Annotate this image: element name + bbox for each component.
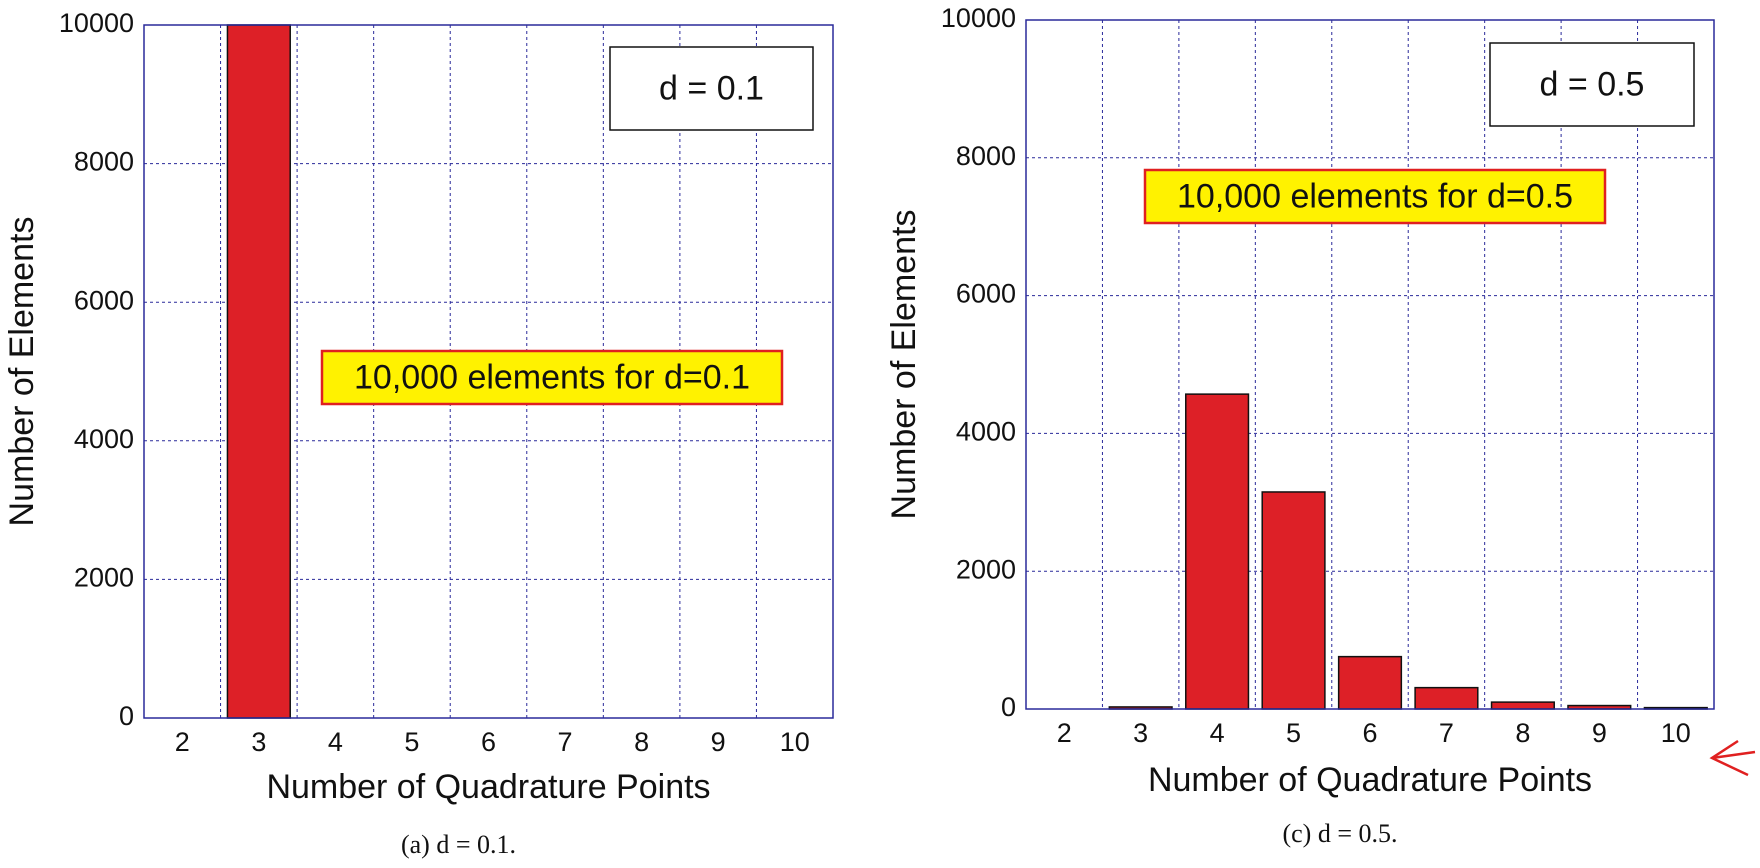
bar <box>1261 491 1326 710</box>
x-tick-label: 9 <box>1592 718 1607 748</box>
x-tick-label: 8 <box>634 727 649 757</box>
arrow <box>1709 739 1756 777</box>
x-tick-label: 3 <box>251 727 266 757</box>
x-tick-label: 5 <box>404 727 419 757</box>
bar <box>226 24 291 719</box>
y-tick-label: 0 <box>119 701 134 731</box>
y-axis-label: Number of Elements <box>3 217 41 527</box>
x-tick-label: 9 <box>711 727 726 757</box>
y-tick-label: 6000 <box>74 285 134 315</box>
x-tick-label: 6 <box>481 727 496 757</box>
bar <box>1414 686 1479 710</box>
x-axis-label: Number of Quadrature Points <box>1148 761 1592 799</box>
bar <box>1185 393 1250 710</box>
y-tick-label: 2000 <box>74 563 134 593</box>
bar <box>1337 655 1403 710</box>
legend-box: d = 0.5 <box>1540 65 1645 103</box>
y-axis-label: Number of Elements <box>885 210 923 520</box>
annotation: 10,000 elements for d=0.5 <box>1177 177 1573 215</box>
plot-frame <box>143 24 834 719</box>
y-tick-label: 2000 <box>956 554 1016 584</box>
annotation-box <box>320 349 784 406</box>
x-tick-label: 4 <box>1210 718 1225 748</box>
x-tick-label: 7 <box>558 727 573 757</box>
y-tick-label: 8000 <box>956 141 1016 171</box>
x-tick-label: 4 <box>328 727 343 757</box>
x-tick-label: 10 <box>780 727 810 757</box>
y-tick-label: 4000 <box>74 424 134 454</box>
y-tick-label: 4000 <box>956 417 1016 447</box>
y-tick-label: 0 <box>1001 692 1016 722</box>
y-tick-label: 6000 <box>956 279 1016 309</box>
x-tick-label: 3 <box>1133 718 1148 748</box>
legend-box-frame <box>1489 42 1695 127</box>
y-tick-label: 10000 <box>59 8 134 38</box>
caption: (c) d = 0.5. <box>1282 819 1397 848</box>
x-axis-label: Number of Quadrature Points <box>266 768 710 806</box>
annotation: 10,000 elements for d=0.1 <box>354 358 750 396</box>
y-tick-label: 10000 <box>941 3 1016 33</box>
arrow-shaft <box>1711 750 1756 760</box>
y-tick-label: 8000 <box>74 147 134 177</box>
x-tick-label: 2 <box>1057 718 1072 748</box>
x-tick-label: 5 <box>1286 718 1301 748</box>
annotation-box <box>1143 168 1607 225</box>
x-tick-label: 2 <box>175 727 190 757</box>
caption: (a) d = 0.1. <box>401 830 516 859</box>
x-tick-label: 6 <box>1362 718 1377 748</box>
legend-box-frame <box>609 46 814 131</box>
bar <box>1490 701 1555 710</box>
x-tick-label: 8 <box>1515 718 1530 748</box>
x-tick-label: 7 <box>1439 718 1454 748</box>
plot-frame <box>1025 19 1715 710</box>
legend-box: d = 0.1 <box>659 69 764 107</box>
x-tick-label: 10 <box>1661 718 1691 748</box>
